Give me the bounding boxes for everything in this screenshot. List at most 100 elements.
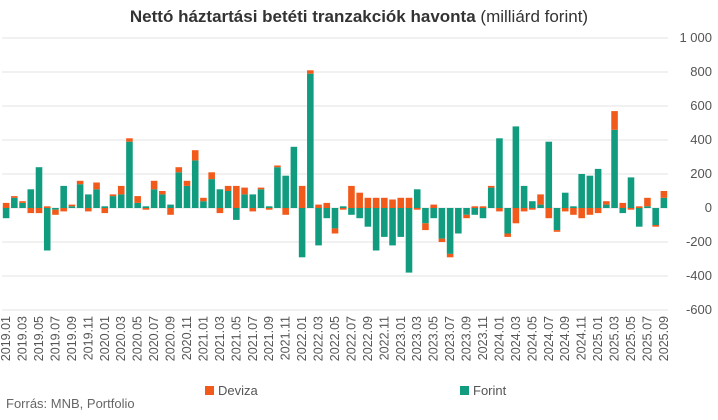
bar-segment — [224, 191, 232, 208]
bar-segment — [2, 202, 10, 208]
bar-segment — [660, 191, 668, 198]
bar-segment — [381, 208, 388, 237]
bar-segment — [142, 206, 150, 208]
x-tick-label: 2019.09 — [65, 316, 79, 361]
bar-segment — [520, 208, 528, 212]
x-tick-label: 2021.09 — [262, 316, 276, 361]
bar-segment — [85, 208, 92, 212]
bar-segment — [323, 202, 331, 208]
bar-segment — [397, 208, 405, 237]
x-tick-label: 2020.09 — [164, 316, 178, 361]
x-tick-label: 2019.07 — [48, 316, 62, 361]
legend-label: Deviza — [218, 383, 259, 398]
x-tick-label: 2022.05 — [328, 316, 342, 361]
bar-segment — [611, 129, 618, 208]
bar-segment — [537, 204, 544, 208]
x-tick-label: 2023.05 — [427, 316, 441, 361]
bar-segment — [372, 197, 380, 208]
bar-segment — [183, 180, 191, 186]
bar-segment — [553, 208, 561, 231]
bar-segment — [339, 206, 347, 208]
bar-segment — [561, 192, 569, 208]
bar-segment — [101, 206, 109, 208]
bar-segment — [471, 206, 479, 208]
x-tick-label: 2024.05 — [525, 316, 539, 361]
bar-segment — [117, 194, 125, 208]
bar-segment — [109, 194, 117, 197]
bar-segment — [603, 204, 610, 208]
x-tick-label: 2024.09 — [558, 316, 572, 361]
bar-segment — [134, 196, 141, 203]
chart-title-unit: (milliárd forint) — [480, 7, 588, 26]
bar-segment — [93, 189, 100, 208]
bar-segment — [331, 228, 339, 234]
bar-segment — [101, 208, 109, 214]
bar-segment — [27, 189, 35, 208]
bar-segment — [389, 208, 396, 246]
bar-segment — [381, 197, 388, 208]
bar-segment — [257, 187, 265, 190]
bar-segment — [216, 208, 224, 214]
bar-segment — [529, 208, 536, 210]
bar-segment — [603, 201, 610, 205]
bar-segment — [627, 208, 635, 210]
bar-segment — [348, 185, 355, 208]
bar-segment — [216, 189, 224, 208]
x-tick-label: 2024.03 — [509, 316, 523, 361]
bar-segment — [545, 141, 553, 208]
bar-segment — [85, 194, 92, 208]
bar-segment — [224, 185, 232, 191]
x-tick-label: 2021.11 — [279, 316, 293, 360]
bar-segment — [76, 180, 84, 185]
bar-segment — [512, 126, 520, 208]
bar-segment — [537, 194, 544, 205]
bar-segment — [438, 238, 446, 242]
bar-segment — [19, 202, 26, 208]
bar-segment — [93, 182, 100, 190]
bar-segment — [545, 208, 553, 219]
bar-segment — [496, 138, 503, 208]
y-tick-label: -600 — [686, 302, 712, 317]
x-tick-label: 2019.03 — [16, 316, 30, 361]
x-tick-label: 2025.01 — [591, 316, 605, 361]
bar-segment — [249, 208, 257, 212]
bar-segment — [372, 208, 380, 251]
bar-segment — [200, 197, 207, 202]
bar-segment — [60, 185, 67, 208]
bar-segment — [167, 204, 174, 208]
bar-segment — [117, 185, 125, 195]
bar-segment — [570, 208, 577, 215]
bar-segment — [290, 146, 298, 208]
x-tick-label: 2021.03 — [213, 316, 227, 361]
x-tick-label: 2022.11 — [377, 316, 391, 360]
bar-segment — [109, 196, 117, 208]
bar-segment — [348, 208, 355, 215]
bar-segment — [35, 167, 43, 208]
x-tick-label: 2020.11 — [180, 316, 194, 360]
x-tick-label: 2024.01 — [492, 316, 506, 361]
x-tick-label: 2022.01 — [295, 316, 309, 361]
bar-segment — [570, 206, 577, 208]
bar-segment — [142, 208, 150, 210]
bar-segment — [405, 197, 413, 208]
legend-swatch — [205, 386, 214, 395]
y-tick-label: -200 — [686, 234, 712, 249]
bar-segment — [413, 189, 421, 208]
bar-segment — [644, 197, 651, 207]
bar-segment — [233, 185, 240, 208]
bar-segment — [126, 138, 133, 142]
x-tick-label: 2021.05 — [229, 316, 243, 361]
bar-segment — [446, 208, 454, 254]
x-tick-label: 2020.03 — [114, 316, 128, 361]
legend-label: Forint — [473, 383, 507, 398]
bar-segment — [487, 187, 495, 208]
x-tick-label: 2025.07 — [640, 316, 654, 361]
y-tick-label: 1 000 — [679, 30, 712, 45]
bar-segment — [191, 150, 199, 161]
x-tick-label: 2025.09 — [657, 316, 671, 361]
x-tick-label: 2023.03 — [410, 316, 424, 361]
bar-segment — [241, 194, 248, 208]
bar-segment — [208, 172, 215, 180]
bar-segment — [619, 208, 627, 214]
